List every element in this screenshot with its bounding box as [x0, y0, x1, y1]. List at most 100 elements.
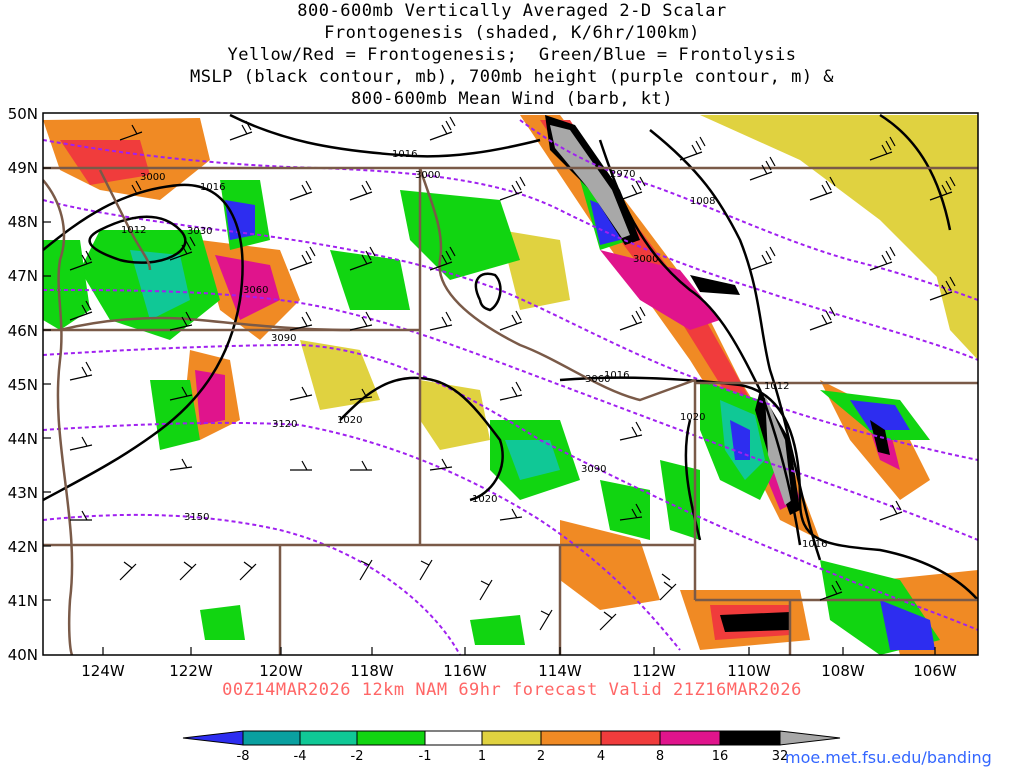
title-line-2: Frontogenesis (shaded, K/6hr/100km) [324, 23, 700, 43]
height-label: 3000 [415, 170, 440, 181]
mslp-contour-1016-east [559, 376, 978, 601]
wind-barbs [69, 116, 956, 631]
lon-label: 118W [350, 662, 394, 680]
lon-label: 116W [443, 662, 487, 680]
mslp-label: 1008 [690, 196, 715, 207]
colorbar-swatch [540, 730, 602, 746]
height-label: 3060 [585, 374, 610, 385]
colorbar-label: 16 [712, 749, 729, 764]
puget-sound [98, 169, 152, 271]
lat-label: 49N [8, 159, 38, 177]
lat-label: 43N [8, 484, 38, 502]
lat-label: 45N [8, 376, 38, 394]
colorbar-swatch [242, 730, 301, 746]
mslp-contour-1012 [598, 139, 802, 546]
lon-label: 114W [538, 662, 582, 680]
height-contours [43, 119, 978, 655]
lat-label: 42N [8, 538, 38, 556]
colorbar: -8 -4 -2 -1 1 2 4 8 16 32 [182, 730, 841, 764]
height-contour-3090 [43, 343, 978, 631]
colorbar-swatch [600, 730, 661, 746]
colorbar-label: 1 [478, 749, 486, 764]
colorbar-label: 2 [537, 749, 545, 764]
colorbar-swatch [719, 730, 781, 746]
colorbar-label: -1 [419, 749, 432, 764]
mslp-label: 1016 [392, 149, 417, 160]
mslp-contour-1008 [649, 129, 822, 561]
height-contour-3150 [43, 513, 461, 655]
height-label: 3030 [187, 226, 212, 237]
colorbar-label: -4 [294, 749, 307, 764]
lat-label: 50N [8, 105, 38, 123]
lat-label: 44N [8, 430, 38, 448]
title-line-4: MSLP (black contour, mb), 700mb height (… [189, 67, 835, 87]
colorbar-swatch [481, 730, 542, 746]
height-label: 3000 [140, 172, 165, 183]
latitude-axis: 50N 49N 48N 47N 46N 45N 44N 43N 42N 41N … [8, 105, 51, 664]
mslp-label: 1016 [200, 182, 225, 193]
height-contour-3060 [43, 289, 978, 541]
mslp-contour-1016-far-east [879, 113, 952, 231]
lon-label: 108W [821, 662, 865, 680]
source-credit: moe.met.fsu.edu/banding [785, 748, 992, 767]
colorbar-arrow-right [779, 730, 841, 746]
political-borders [43, 166, 978, 655]
height-label: 2970 [610, 169, 635, 180]
height-label: 3120 [272, 419, 297, 430]
height-label: 3150 [184, 512, 209, 523]
colorbar-arrow-left [182, 730, 244, 746]
title-line-5: 800-600mb Mean Wind (barb, kt) [350, 89, 674, 109]
frontolysis-shading [43, 180, 940, 655]
title-line-3: Yellow/Red = Frontogenesis; Green/Blue =… [227, 45, 797, 65]
colorbar-swatch [659, 730, 721, 746]
mslp-label: 1020 [680, 412, 705, 423]
colorbar-label: -2 [351, 749, 364, 764]
forecast-valid-time: 00Z14MAR2026 12km NAM 69hr forecast Vali… [222, 680, 802, 700]
longitude-axis: 124W 122W 120W 118W 116W 114W 112W 110W … [81, 647, 957, 680]
map-plot-area: 1016 1016 1012 1008 1012 1016 1020 1020 … [43, 113, 978, 655]
height-contour-2970 [519, 119, 978, 301]
height-label: 3090 [271, 333, 296, 344]
mslp-label: 1020 [472, 494, 497, 505]
columbia-river [59, 316, 351, 332]
lon-label: 112W [632, 662, 676, 680]
mslp-contour-1020-loop [474, 272, 502, 312]
lon-label: 124W [81, 662, 125, 680]
mslp-contour-1020-east [684, 419, 702, 541]
lon-label: 106W [913, 662, 957, 680]
colorbar-label: 4 [597, 749, 605, 764]
mslp-label: 1020 [337, 415, 362, 426]
map-title: 800-600mb Vertically Averaged 2-D Scalar… [0, 0, 1024, 110]
height-label: 3090 [581, 464, 606, 475]
colorbar-swatch [424, 730, 483, 746]
colorbar-swatch [299, 730, 358, 746]
height-contour-3030 [43, 199, 978, 461]
mslp-contour-1016-north [229, 113, 541, 158]
contour-labels: 1016 1016 1012 1008 1012 1016 1020 1020 … [121, 149, 827, 550]
colorbar-label: 32 [772, 749, 789, 764]
lon-label: 120W [259, 662, 303, 680]
lon-label: 110W [727, 662, 771, 680]
height-label: 3060 [243, 285, 268, 296]
lat-label: 46N [8, 322, 38, 340]
colorbar-label: 8 [656, 749, 664, 764]
height-contour-3120 [43, 421, 681, 651]
idaho-mt-border [418, 167, 696, 402]
mslp-label: 1012 [764, 381, 789, 392]
mslp-contour-1020-central [339, 376, 504, 502]
mslp-label: 1012 [121, 225, 146, 236]
lat-label: 48N [8, 213, 38, 231]
title-line-1: 800-600mb Vertically Averaged 2-D Scalar [297, 1, 727, 21]
pacific-coastline [43, 179, 74, 655]
lat-label: 41N [8, 592, 38, 610]
lon-label: 122W [169, 662, 213, 680]
colorbar-label: -8 [237, 749, 250, 764]
mslp-label: 1016 [604, 370, 629, 381]
height-label: 3000 [633, 254, 658, 265]
lat-label: 40N [8, 646, 38, 664]
colorbar-swatch [356, 730, 426, 746]
lat-label: 47N [8, 267, 38, 285]
mslp-contour-1012-nw [88, 215, 187, 264]
mslp-label: 1016 [802, 539, 827, 550]
